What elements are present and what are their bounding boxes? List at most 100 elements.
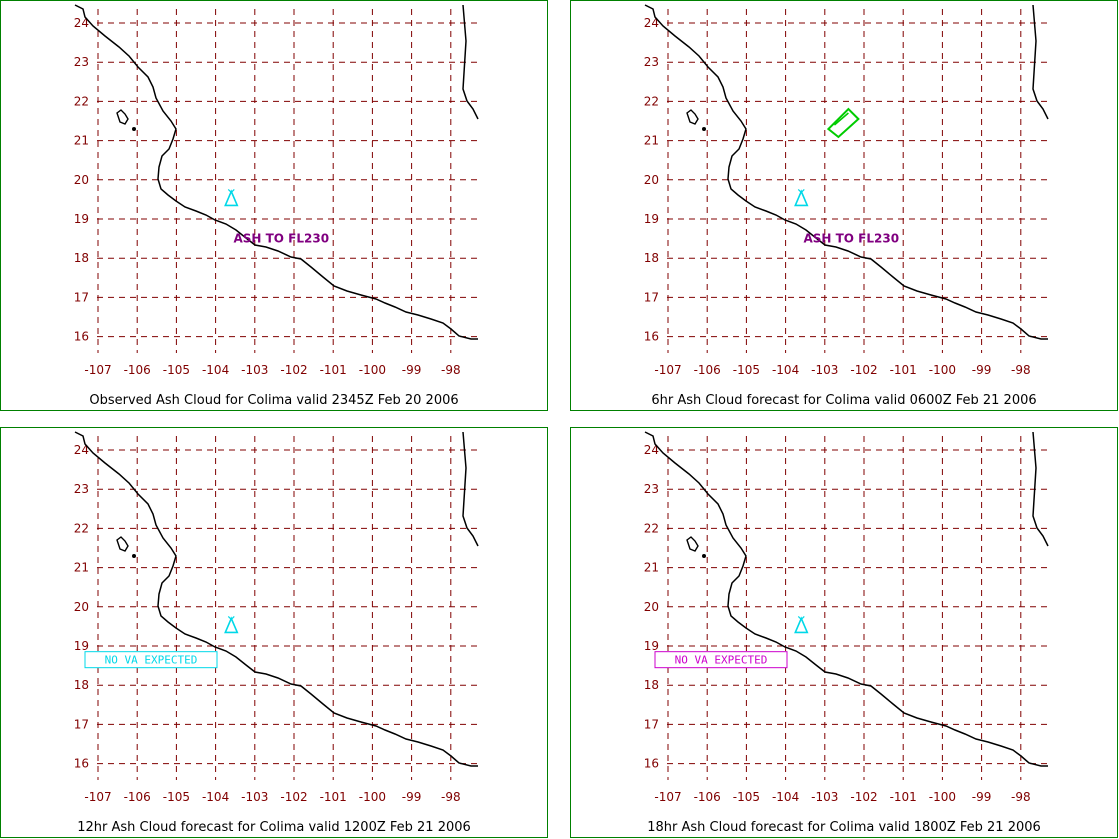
lat-label: 19 [74,639,89,653]
lon-label: -101 [320,363,347,377]
coastline-east [1032,431,1049,547]
lat-label: 16 [74,757,89,771]
lon-label: -106 [124,790,151,804]
lon-label: -104 [202,790,229,804]
island [702,127,706,131]
island [116,109,129,125]
lon-label: -100 [929,790,956,804]
lon-label: -102 [850,790,877,804]
lat-label: 24 [74,16,89,30]
lon-label: -102 [850,363,877,377]
lat-label: 19 [644,212,659,226]
lon-label: -101 [320,790,347,804]
lat-label: 20 [644,600,659,614]
lat-label: 16 [644,757,659,771]
islands [116,536,136,558]
lon-label: -100 [929,363,956,377]
lat-label: 20 [644,173,659,187]
lat-label: 22 [74,94,89,108]
lat-label: 23 [644,482,659,496]
lon-label: -98 [1011,790,1031,804]
lon-label: -104 [202,363,229,377]
lon-label: -98 [441,790,461,804]
lon-label: -100 [359,363,386,377]
lon-label: -98 [1011,363,1031,377]
lon-label: -105 [733,790,760,804]
lat-label: 18 [644,678,659,692]
lat-label: 19 [74,212,89,226]
map-panel-12hr: 24 23 22 21 20 19 18 17 16 -107 -106 -105 -104 -103 -1… [0,427,548,838]
ash-cloud-polygon [826,107,860,139]
lat-label: 24 [74,443,89,457]
lon-label: -107 [654,363,681,377]
coastline-east [462,431,479,547]
volcano-icon [224,615,239,634]
lon-label: -99 [402,363,422,377]
lon-label: -101 [890,363,917,377]
lon-label: -99 [402,790,422,804]
lon-label: -105 [163,363,190,377]
map-canvas: 24 23 22 21 20 19 18 17 16 -107 -106 -105 -104 -103 -1… [74,4,479,377]
island [702,554,706,558]
lat-label: 23 [74,482,89,496]
lat-label: 17 [644,717,659,731]
islands [686,109,706,131]
island [116,536,129,552]
lat-label: 17 [74,717,89,731]
lat-label: 21 [74,134,89,148]
panel-caption: 6hr Ash Cloud forecast for Colima valid … [651,393,1037,408]
lat-label: 17 [74,290,89,304]
map-panel-18hr: 24 23 22 21 20 19 18 17 16 -107 -106 -105 -104 -103 -1… [570,427,1118,838]
lat-label: 18 [74,251,89,265]
ash-annotation: ASH TO FL230 [233,232,329,246]
lat-label: 24 [644,16,659,30]
island [686,536,699,552]
lat-label: 18 [644,251,659,265]
lon-label: -103 [811,363,838,377]
island [686,109,699,125]
no-va-box: NO VA EXPECTED [84,651,218,669]
coastline-east [462,4,479,120]
lon-label: -107 [84,790,111,804]
lon-label: -98 [441,363,461,377]
islands [116,109,136,131]
coastline [74,4,478,340]
graticule [667,436,1047,780]
lon-label: -102 [280,363,307,377]
coastline [644,431,1048,767]
lon-label: -104 [772,790,799,804]
lat-label: 16 [74,330,89,344]
lat-label: 22 [74,521,89,535]
island [132,554,136,558]
lon-label: -105 [733,363,760,377]
lon-label: -104 [772,363,799,377]
lat-label: 21 [644,134,659,148]
lon-label: -101 [890,790,917,804]
island [132,127,136,131]
lat-label: 23 [644,55,659,69]
lat-label: 22 [644,94,659,108]
no-va-box: NO VA EXPECTED [654,651,788,669]
islands [686,536,706,558]
lat-label: 17 [644,290,659,304]
lon-label: -103 [241,363,268,377]
lat-label: 23 [74,55,89,69]
panel-caption: 18hr Ash Cloud forecast for Colima valid… [647,820,1041,835]
map-canvas: 24 23 22 21 20 19 18 17 16 -107 -106 -105 -104 -103 -1… [644,4,1049,377]
coastline [74,431,478,767]
graticule [97,436,477,780]
lon-label: -99 [972,363,992,377]
graticule [667,9,1047,353]
lon-label: -106 [694,790,721,804]
coastline-east [1032,4,1049,120]
lat-label: 18 [74,678,89,692]
lat-label: 21 [74,561,89,575]
panel-caption: 12hr Ash Cloud forecast for Colima valid… [77,820,471,835]
ash-annotation: ASH TO FL230 [803,232,899,246]
lon-label: -103 [241,790,268,804]
volcano-icon [224,188,239,207]
volcano-icon [794,615,809,634]
lon-label: -106 [124,363,151,377]
lat-label: 19 [644,639,659,653]
map-canvas: 24 23 22 21 20 19 18 17 16 -107 -106 -105 -104 -103 -1… [74,431,479,804]
